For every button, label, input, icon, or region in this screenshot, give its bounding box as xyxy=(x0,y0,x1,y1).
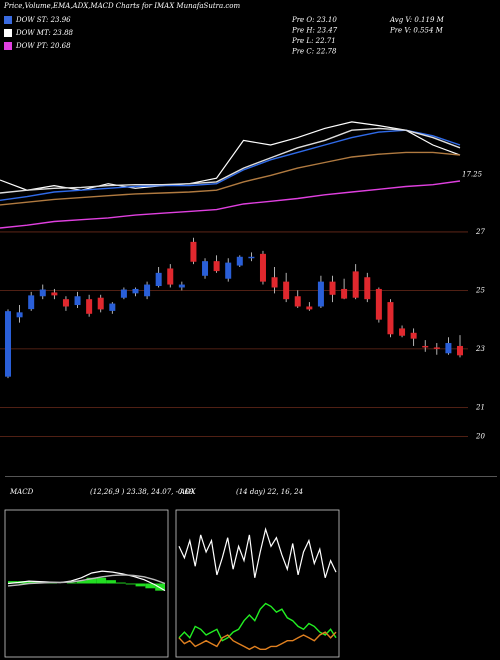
adx-line xyxy=(178,631,337,651)
ema-line xyxy=(0,121,461,191)
y-tick-label: 17.25 xyxy=(462,171,483,179)
legend-label: DOW MT: 23.88 xyxy=(15,29,74,37)
candle-body xyxy=(306,306,313,310)
panel-subtitle: (14 day) 22, 16, 24 xyxy=(236,488,303,496)
candle-body xyxy=(97,297,104,310)
adx-line xyxy=(178,602,337,642)
panel-subtitle: (12,26,9 ) 23.38, 24.07, -0.69 xyxy=(90,488,194,496)
legend-label: DOW ST: 23.96 xyxy=(15,16,71,24)
stat-label: Pre H: 23.47 xyxy=(291,27,338,35)
candle-body xyxy=(399,328,406,336)
candle-body xyxy=(329,281,336,295)
legend-swatch xyxy=(4,16,12,24)
histogram-bar xyxy=(8,581,18,584)
candle-body xyxy=(317,281,324,307)
stat-label: Pre O: 23.10 xyxy=(291,16,337,24)
candle-body xyxy=(28,295,35,310)
y-tick-label: 20 xyxy=(475,433,485,441)
candle-body xyxy=(236,256,243,266)
volume-label: Pre V: 0.554 M xyxy=(389,27,444,35)
panel-title: ADX xyxy=(179,488,197,496)
ema-line xyxy=(0,127,461,194)
candle-body xyxy=(190,241,197,262)
histogram-bar xyxy=(76,580,87,584)
candle-body xyxy=(283,281,290,300)
histogram-bar xyxy=(27,581,38,584)
ema-line xyxy=(0,180,461,229)
stat-label: Pre L: 22.71 xyxy=(291,37,336,45)
histogram-bar xyxy=(135,583,146,587)
macd-frame xyxy=(4,509,169,658)
legend-label: DOW PT: 20.68 xyxy=(15,42,71,50)
candle-body xyxy=(352,271,359,298)
candle-body xyxy=(445,343,452,354)
candle-body xyxy=(271,277,278,288)
candle-body xyxy=(457,345,463,356)
y-tick-label: 21 xyxy=(475,403,485,411)
adx-frame xyxy=(175,509,340,658)
candle-body xyxy=(341,288,348,299)
candle-body xyxy=(259,253,266,282)
histogram-bar xyxy=(86,577,97,584)
candle-body xyxy=(86,299,93,314)
separator xyxy=(5,476,497,477)
y-tick-label: 27 xyxy=(475,228,485,236)
ema-line xyxy=(0,151,461,206)
candle-body xyxy=(375,288,382,320)
y-tick-label: 25 xyxy=(475,286,485,294)
candle-body xyxy=(109,303,116,311)
macd-line xyxy=(7,570,166,592)
stat-label: Pre C: 22.78 xyxy=(291,48,337,56)
histogram-bar xyxy=(66,582,77,584)
adx-line xyxy=(178,526,337,578)
candle-body xyxy=(167,268,174,285)
candle-body xyxy=(433,347,440,349)
candle-body xyxy=(387,302,394,335)
candle-body xyxy=(213,261,220,272)
candle-body xyxy=(132,288,139,294)
legend-swatch xyxy=(4,29,12,37)
candle-body xyxy=(144,284,151,297)
candle-body xyxy=(294,296,301,307)
histogram-bar xyxy=(145,583,156,589)
candle-body xyxy=(202,261,209,276)
histogram-bar xyxy=(96,577,107,584)
histogram-bar xyxy=(115,582,126,584)
candle-body xyxy=(62,299,69,307)
header-title: Price,Volume,EMA,ADX,MACD Charts for IMA… xyxy=(3,2,241,10)
histogram-bar xyxy=(106,580,116,584)
volume-label: Avg V: 0.119 M xyxy=(389,16,445,24)
panel-title: MACD xyxy=(9,488,34,496)
macd-line xyxy=(7,574,166,587)
candle-body xyxy=(155,272,162,287)
candle-body xyxy=(248,256,255,259)
histogram-bar xyxy=(125,583,136,585)
y-tick-label: 23 xyxy=(475,345,485,353)
candle-body xyxy=(120,289,127,298)
candle-body xyxy=(410,332,417,339)
ema-line xyxy=(0,129,461,201)
candle-body xyxy=(364,277,371,300)
candle-body xyxy=(74,296,81,306)
candle-body xyxy=(16,312,23,318)
candle-body xyxy=(178,284,185,288)
candle-body xyxy=(39,289,46,297)
candle-body xyxy=(225,262,232,279)
candle-body xyxy=(5,311,11,377)
candle-body xyxy=(422,345,429,348)
legend-swatch xyxy=(4,42,12,50)
candle-body xyxy=(51,292,58,296)
